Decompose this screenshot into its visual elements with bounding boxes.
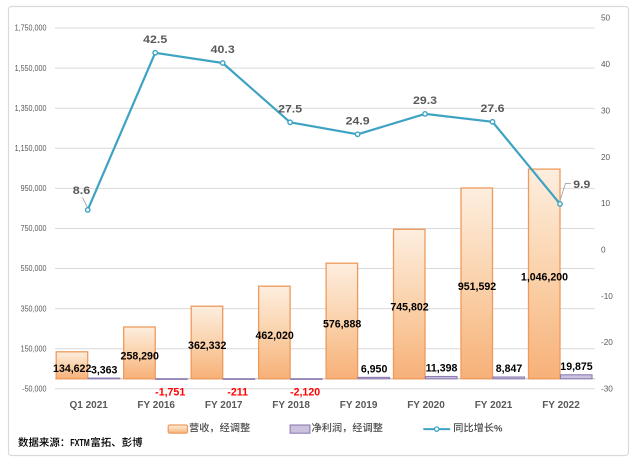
svg-text:150,000: 150,000	[21, 344, 47, 353]
svg-text:1,550,000: 1,550,000	[15, 64, 47, 73]
svg-text:0: 0	[601, 245, 606, 254]
svg-text:9.9: 9.9	[573, 179, 590, 191]
svg-text:-1,751: -1,751	[155, 387, 185, 399]
svg-text:40: 40	[601, 60, 611, 69]
svg-text:24.9: 24.9	[346, 115, 370, 127]
svg-text:350,000: 350,000	[21, 304, 47, 313]
svg-text:258,290: 258,290	[121, 351, 159, 363]
svg-text:27.5: 27.5	[278, 103, 302, 115]
svg-text:29.3: 29.3	[413, 95, 437, 107]
svg-text:%: %	[494, 423, 503, 434]
svg-text:576,888: 576,888	[323, 319, 361, 331]
svg-text:20: 20	[601, 153, 611, 162]
svg-text:Q1 2021: Q1 2021	[70, 400, 109, 411]
svg-text:3,363: 3,363	[91, 364, 118, 376]
svg-text:FY 2020: FY 2020	[407, 400, 445, 411]
svg-text:FY 2022: FY 2022	[542, 400, 580, 411]
svg-text:550,000: 550,000	[21, 264, 47, 273]
svg-text:11,398: 11,398	[426, 363, 458, 375]
svg-text:362,332: 362,332	[188, 340, 226, 352]
svg-text:10: 10	[601, 199, 611, 208]
svg-text:42.5: 42.5	[143, 34, 167, 46]
svg-text:745,802: 745,802	[390, 302, 428, 314]
svg-text:FY 2019: FY 2019	[340, 400, 378, 411]
svg-text:-2,120: -2,120	[290, 387, 320, 399]
svg-text:-10: -10	[601, 292, 613, 301]
svg-text:1,046,200: 1,046,200	[521, 272, 568, 284]
svg-text:134,622: 134,622	[53, 363, 91, 375]
svg-text:27.6: 27.6	[481, 103, 505, 115]
svg-text:462,020: 462,020	[255, 330, 293, 342]
svg-text:-30: -30	[601, 385, 613, 394]
svg-text:750,000: 750,000	[21, 224, 47, 233]
svg-text:-50,000: -50,000	[22, 385, 47, 394]
svg-text:1,750,000: 1,750,000	[15, 24, 47, 33]
svg-text:8.6: 8.6	[73, 185, 91, 197]
svg-text:FY 2021: FY 2021	[475, 400, 513, 411]
svg-text:FXTM: FXTM	[70, 438, 90, 449]
svg-text:19,875: 19,875	[560, 361, 593, 373]
svg-text:30: 30	[601, 106, 611, 115]
svg-text:-20: -20	[601, 338, 613, 347]
svg-text:FY 2018: FY 2018	[272, 400, 310, 411]
svg-text:1,350,000: 1,350,000	[15, 104, 47, 113]
svg-text:FY 2016: FY 2016	[137, 400, 175, 411]
svg-text:FY 2017: FY 2017	[205, 400, 243, 411]
svg-text:-211: -211	[227, 387, 248, 399]
svg-text:6,950: 6,950	[361, 364, 388, 376]
svg-text:50: 50	[601, 14, 611, 23]
svg-text:8,847: 8,847	[496, 363, 523, 375]
svg-text:950,000: 950,000	[21, 184, 47, 193]
svg-text:40.3: 40.3	[211, 44, 235, 56]
svg-text:951,592: 951,592	[458, 281, 496, 293]
svg-text:1,150,000: 1,150,000	[15, 144, 47, 153]
